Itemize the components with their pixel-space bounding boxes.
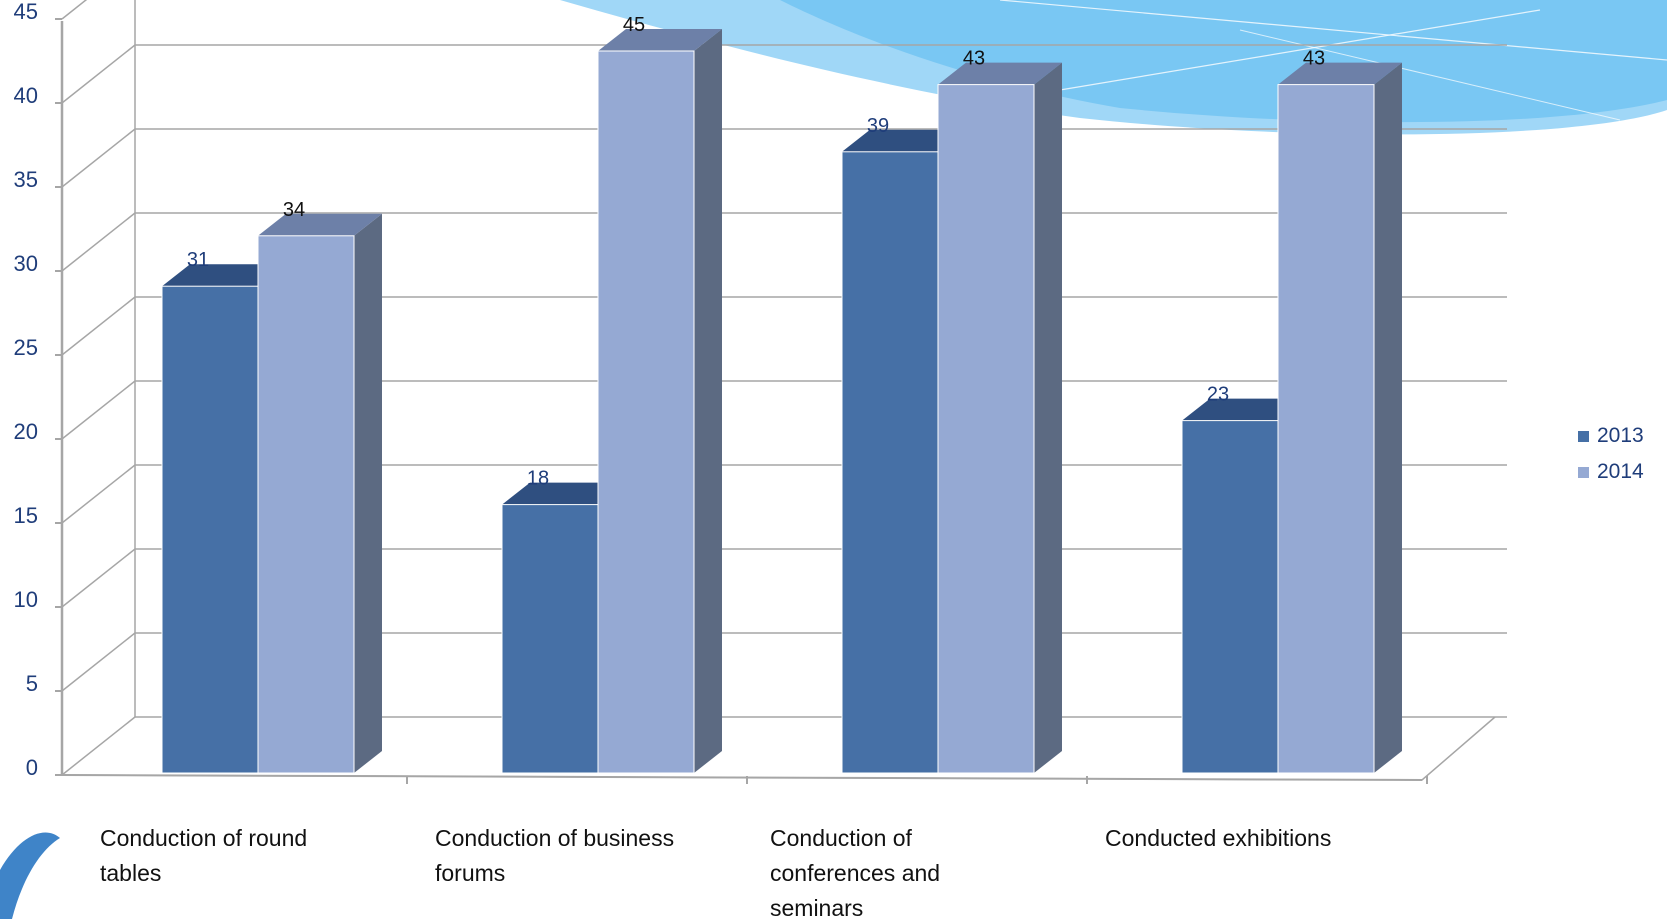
- x-category-label: Conduction of business forums: [435, 825, 674, 886]
- bar-top: [842, 129, 966, 152]
- bar-side: [694, 29, 722, 773]
- bar-top: [1182, 398, 1306, 421]
- y-tick-label: 15: [14, 503, 38, 528]
- bar-top: [938, 62, 1062, 85]
- legend-item-2014: 2014: [1578, 454, 1644, 490]
- side-wall-gridline: [61, 548, 136, 608]
- x-axis-line: [61, 774, 1423, 781]
- y-tick-label: 40: [14, 83, 38, 108]
- side-wall-gridline: [61, 632, 136, 692]
- bar-top: [502, 482, 626, 505]
- bar-top: [162, 264, 286, 287]
- bar-2014-1: [257, 235, 355, 774]
- legend-label-2013: 2013: [1597, 424, 1644, 447]
- side-wall-gridline: [61, 296, 136, 356]
- side-wall-gridline: [61, 0, 88, 20]
- legend-label-2014: 2014: [1597, 460, 1644, 483]
- bar-2013-3: [841, 151, 939, 774]
- side-wall-gridline: [61, 464, 136, 524]
- data-label: 43: [1303, 48, 1325, 70]
- bar-top: [598, 29, 722, 51]
- bar-2013-1: [161, 285, 259, 774]
- bar-top: [1278, 62, 1402, 85]
- y-tick-label: 45: [14, 0, 38, 24]
- data-label: 31: [187, 249, 209, 271]
- bar-side: [1374, 62, 1402, 774]
- data-label: 23: [1207, 384, 1229, 406]
- side-wall-gridline: [61, 44, 136, 104]
- data-label: 34: [283, 199, 305, 221]
- x-category-label: Conduction of round tables: [100, 825, 307, 886]
- legend-swatch-2013: [1578, 430, 1589, 442]
- bar-2014-4: [1277, 84, 1375, 774]
- bar-2013-2: [501, 504, 599, 774]
- y-tick-label: 35: [14, 167, 38, 192]
- x-category-label: Conduction of conferences and seminars: [770, 825, 940, 919]
- legend-item-2013: 2013: [1578, 418, 1644, 454]
- side-wall-gridline: [61, 380, 136, 440]
- chart-legend: 2013 2014: [1578, 418, 1644, 490]
- logo-fragment: [0, 832, 60, 919]
- bar-side: [1034, 62, 1062, 774]
- data-label: 43: [963, 48, 985, 70]
- y-tick-label: 5: [26, 671, 38, 696]
- bar-2014-2: [597, 50, 695, 774]
- bar-side: [354, 213, 382, 774]
- data-label: 45: [623, 14, 645, 36]
- data-label: 18: [527, 468, 549, 490]
- side-wall-gridline: [61, 716, 136, 776]
- y-tick-label: 30: [14, 251, 38, 276]
- y-tick-label: 0: [26, 755, 38, 780]
- data-label: 39: [867, 115, 889, 137]
- legend-swatch-2014: [1578, 466, 1589, 478]
- y-tick-label: 10: [14, 587, 38, 612]
- bar-2013-4: [1181, 420, 1279, 774]
- side-wall-gridline: [61, 128, 136, 188]
- x-category-label: Conducted exhibitions: [1105, 825, 1331, 851]
- y-tick-label: 25: [14, 335, 38, 360]
- bar-2014-3: [937, 84, 1035, 774]
- side-wall-gridline: [61, 212, 136, 272]
- y-tick-label: 20: [14, 419, 38, 444]
- bar-top: [258, 213, 382, 236]
